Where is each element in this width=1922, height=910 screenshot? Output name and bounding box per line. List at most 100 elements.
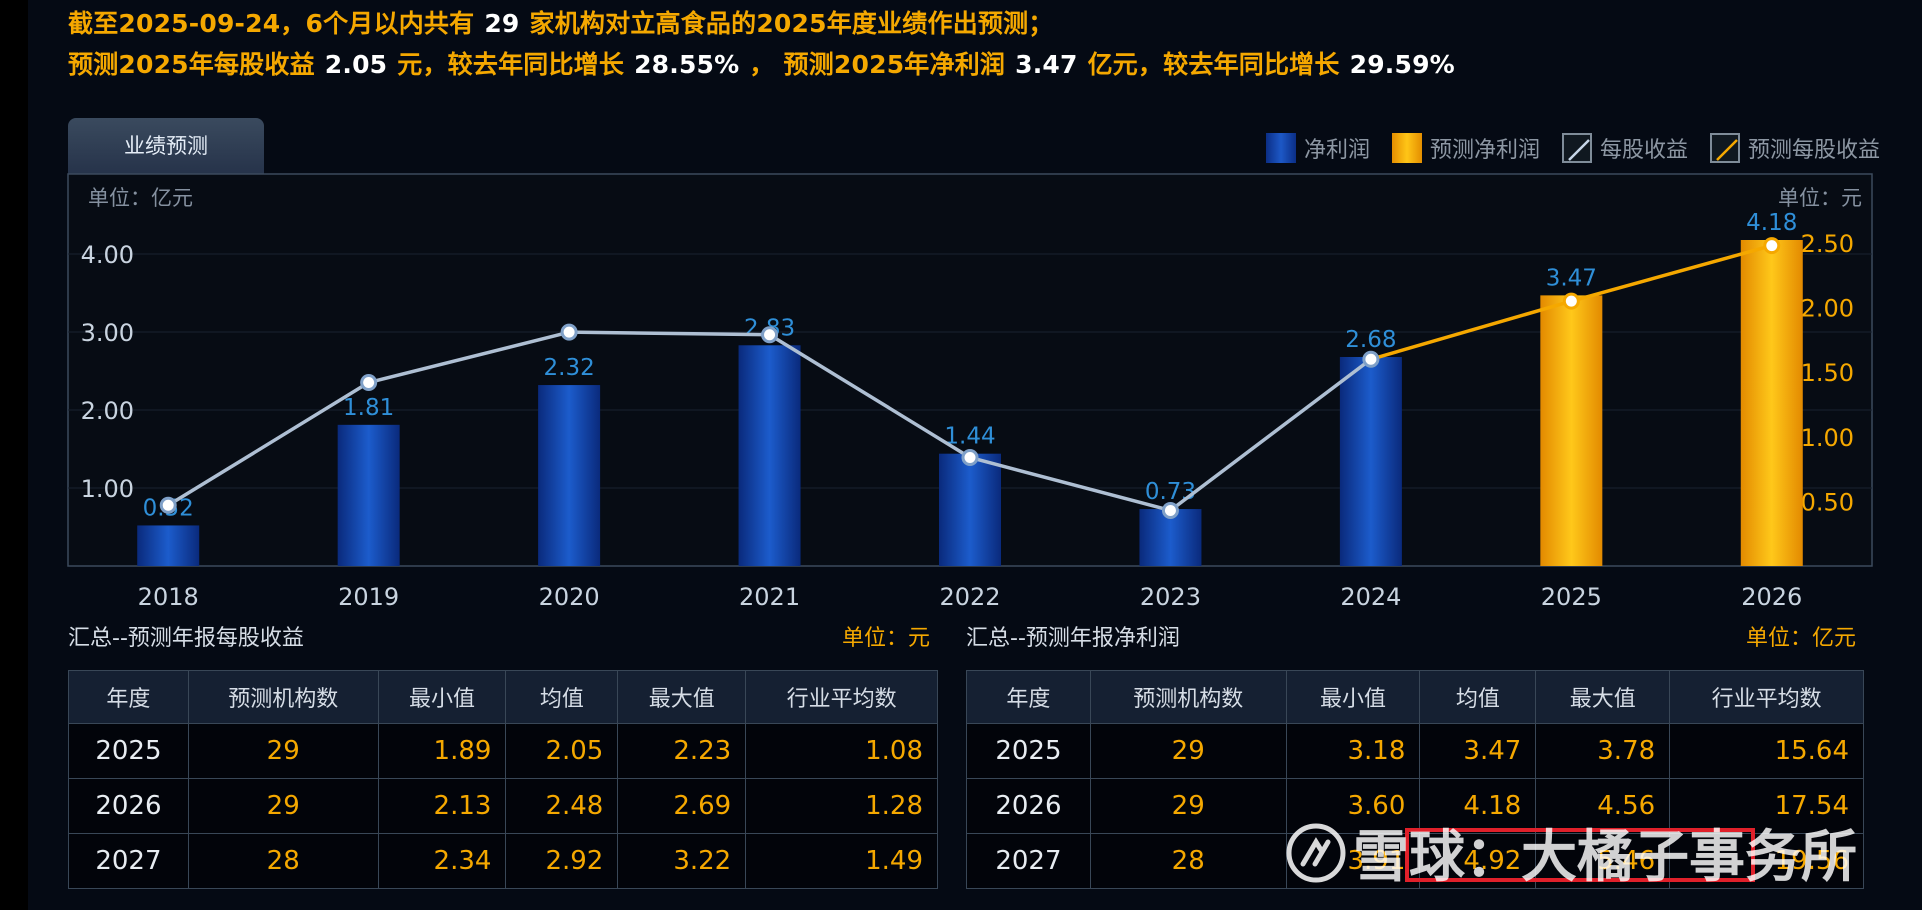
watermark-text: 雪球：大橘子事务所	[1353, 825, 1857, 890]
legend-eps[interactable]: 每股收益	[1561, 132, 1688, 164]
np-summary-title: 汇总--预测年报净利润	[966, 626, 1180, 651]
forecast-eps-point	[1562, 292, 1580, 310]
institution-count: 29	[484, 9, 520, 38]
column-header: 行业平均数	[1669, 670, 1864, 724]
column-header: 预测机构数	[1089, 670, 1287, 724]
value-cell: 29	[1089, 778, 1287, 834]
value-cell: 1.49	[745, 833, 938, 889]
x-axis-tick-label: 2026	[1741, 583, 1802, 610]
eps-point	[1362, 350, 1380, 368]
summary-line-1-suffix: 家机构对立高食品的2025年度业绩作出预测；	[529, 9, 1054, 38]
bar-value-label: 3.47	[1546, 265, 1597, 291]
value-cell: 29	[187, 723, 379, 779]
eps-point	[961, 448, 979, 466]
x-axis-tick-label: 2020	[539, 583, 600, 610]
bar-value-label: 4.18	[1746, 210, 1797, 236]
value-cell: 4.18	[1419, 778, 1537, 834]
x-axis-tick-label: 2022	[939, 583, 1000, 610]
right-axis-tick-label: 1.00	[1801, 424, 1854, 452]
np-growth-value: 29.59%	[1349, 50, 1455, 79]
eps-growth-value: 28.55%	[634, 50, 740, 79]
eps-growth-prefix: 元，较去年同比增长	[397, 50, 625, 79]
column-header: 最小值	[1285, 670, 1421, 724]
bar-value-label: 2.68	[1345, 327, 1396, 353]
value-cell: 17.54	[1669, 778, 1864, 834]
left-axis-tick-label: 4.00	[81, 241, 134, 269]
bar-value-label: 1.81	[343, 395, 394, 421]
net-profit-bar	[939, 453, 1001, 566]
table-row: 2025 29 1.89 2.05 2.23 1.08	[68, 723, 938, 779]
legend-net-profit[interactable]: 净利润	[1265, 132, 1370, 164]
column-header: 最大值	[617, 670, 747, 724]
eps-point	[560, 323, 578, 341]
net-profit-bar	[137, 525, 200, 566]
forecast-net-profit-bar	[1740, 240, 1803, 566]
x-axis-tick-label: 2018	[138, 583, 199, 610]
year-cell: 2025	[966, 723, 1091, 779]
net-profit-bar	[738, 345, 801, 566]
value-cell: 3.18	[1285, 723, 1421, 779]
left-axis-tick-label: 1.00	[81, 475, 134, 503]
np-summary-unit: 单位：亿元	[1746, 626, 1857, 651]
value-cell: 3.22	[617, 833, 747, 889]
net-profit-bar	[337, 424, 400, 566]
legend-label: 预测每股收益	[1747, 138, 1880, 163]
value-cell: 3.47	[1419, 723, 1537, 779]
eps-point	[159, 496, 177, 514]
value-cell: 1.89	[377, 723, 507, 779]
xueqiu-logo-icon	[1286, 823, 1346, 882]
year-cell: 2027	[68, 833, 189, 889]
right-axis-tick-label: 1.50	[1801, 359, 1854, 387]
x-axis-tick-label: 2023	[1140, 583, 1201, 610]
legend-forecast-net-profit[interactable]: 预测净利润	[1391, 132, 1540, 164]
tab-performance-forecast[interactable]: 业绩预测	[68, 118, 264, 174]
right-unit-label: 单位：元	[1778, 186, 1862, 210]
chart-legend: 净利润 预测净利润 每股收益 预测每股收益	[1244, 132, 1880, 164]
forecast-net-profit-bar	[1540, 295, 1603, 566]
value-cell: 2.13	[377, 778, 507, 834]
forecast-net-profit-bar-swatch-icon	[1391, 133, 1422, 163]
net-profit-bar	[1339, 356, 1402, 566]
legend-label: 净利润	[1303, 138, 1370, 163]
column-header: 最大值	[1535, 670, 1671, 724]
value-cell: 29	[187, 778, 379, 834]
table-header-row: 年度 预测机构数 最小值 均值 最大值 行业平均数	[966, 670, 1864, 724]
year-cell: 2026	[68, 778, 189, 834]
net-profit-bar-swatch-icon	[1265, 133, 1296, 163]
summary-line-2: 预测2025年每股收益 2.05 元，较去年同比增长 28.55% ， 预测2025年净…	[68, 45, 1465, 81]
eps-point	[360, 374, 378, 392]
np-forecast-prefix: ， 预测2025年净利润	[749, 50, 1006, 79]
summary-line-1-prefix: 截至2025-09-24，6个月以内共有	[68, 9, 475, 38]
bar-value-label: 2.32	[544, 355, 595, 381]
right-axis-tick-label: 2.50	[1801, 230, 1854, 258]
eps-summary-table: 年度 预测机构数 最小值 均值 最大值 行业平均数 2025 29 1.89 2.05 2.23 1…	[68, 670, 938, 889]
forecast-eps-line-swatch-icon	[1709, 133, 1740, 163]
eps-summary-unit: 单位：元	[842, 626, 931, 651]
eps-forecast-prefix: 预测2025年每股收益	[68, 50, 315, 79]
column-header: 年度	[68, 670, 189, 724]
column-header: 均值	[1419, 670, 1537, 724]
year-cell: 2026	[966, 778, 1091, 834]
value-cell: 28	[1089, 833, 1287, 889]
legend-forecast-eps[interactable]: 预测每股收益	[1709, 132, 1880, 164]
left-unit-label: 单位：亿元	[88, 186, 193, 210]
value-cell: 2.48	[505, 778, 619, 834]
value-cell: 2.05	[505, 723, 619, 779]
np-growth-prefix: 亿元，较去年同比增长	[1087, 50, 1340, 79]
highlight-box	[1405, 828, 1755, 882]
value-cell: 29	[1089, 723, 1287, 779]
eps-point	[761, 326, 779, 344]
net-profit-bar	[538, 385, 601, 566]
eps-point	[1161, 501, 1179, 519]
value-cell: 2.34	[377, 833, 507, 889]
forecast-eps-point	[1763, 237, 1781, 255]
table-row: 2025 29 3.18 3.47 3.78 15.64	[966, 723, 1864, 779]
left-axis-tick-label: 2.00	[81, 397, 134, 425]
value-cell: 2.23	[617, 723, 747, 779]
value-cell: 3.60	[1285, 778, 1421, 834]
legend-label: 每股收益	[1599, 138, 1688, 163]
column-header: 均值	[505, 670, 619, 724]
x-axis-tick-label: 2024	[1340, 583, 1401, 610]
column-header: 最小值	[377, 670, 507, 724]
right-axis-tick-label: 0.50	[1801, 488, 1854, 516]
